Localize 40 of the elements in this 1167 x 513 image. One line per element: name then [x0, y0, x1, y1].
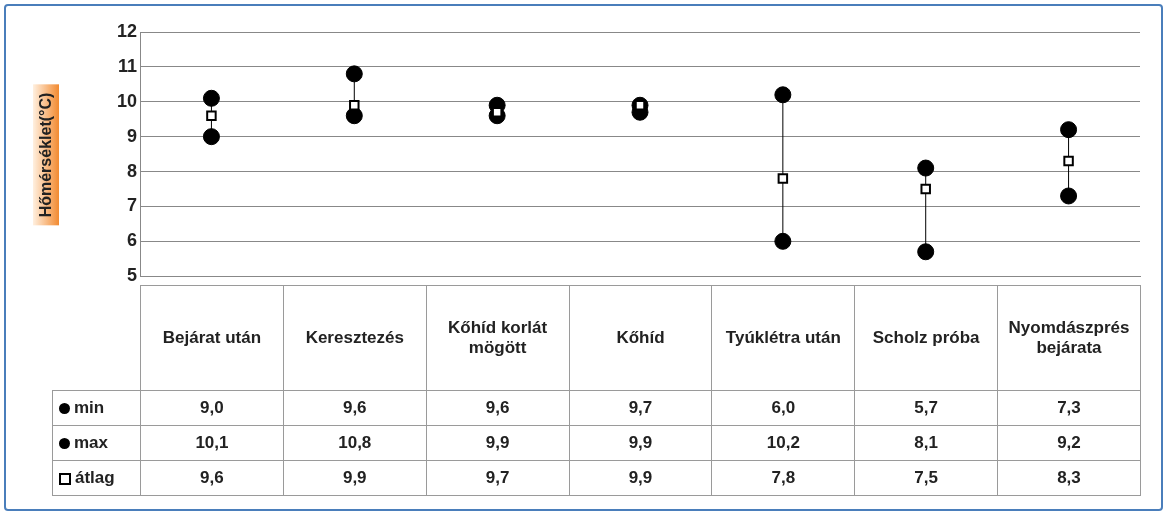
data-label: 10,1 [140, 425, 284, 461]
data-label: 9,7 [426, 460, 570, 496]
data-label: 9,9 [569, 460, 712, 496]
data-label: 9,6 [283, 390, 427, 426]
data-label: 6,0 [711, 390, 855, 426]
x-tick-label: Kőhíd korlát mögött [426, 285, 570, 391]
x-tick-label: Nyomdászprés bejárata [997, 285, 1141, 391]
data-label: 9,6 [426, 390, 570, 426]
data-label: 7,3 [997, 390, 1141, 426]
data-label: 9,9 [426, 425, 570, 461]
data-label: 7,8 [711, 460, 855, 496]
x-tick-label: Tyúklétra után [711, 285, 855, 391]
x-tick-label: Scholz próba [854, 285, 998, 391]
y-tick-label: 12 [116, 20, 137, 41]
legend-label: átlag [52, 460, 141, 496]
data-label: 9,0 [140, 390, 284, 426]
data-label: 8,3 [997, 460, 1141, 496]
data-label: 9,9 [569, 425, 712, 461]
x-tick-label: Keresztezés [283, 285, 427, 391]
y-tick-label: 6 [126, 230, 137, 251]
y-tick-label: 7 [126, 195, 137, 216]
data-label: 9,7 [569, 390, 712, 426]
data-label: 8,1 [854, 425, 998, 461]
y-tick-label: 9 [126, 125, 137, 146]
y-tick-label: 10 [116, 90, 137, 111]
data-label: 9,9 [283, 460, 427, 496]
y-tick-label: 11 [117, 55, 137, 76]
y-axis-title: Hőmérséklet(°C) [33, 84, 59, 226]
data-label: 9,2 [997, 425, 1141, 461]
x-tick-label: Bejárat után [140, 285, 284, 391]
y-tick-label: 8 [126, 160, 137, 181]
data-label: 9,6 [140, 460, 284, 496]
x-tick-label: Kőhíd [569, 285, 712, 391]
legend-label: min [52, 390, 141, 426]
y-tick-label: 5 [126, 265, 137, 286]
data-label: 10,8 [283, 425, 427, 461]
data-label: 10,2 [711, 425, 855, 461]
data-label: 5,7 [854, 390, 998, 426]
data-label: 7,5 [854, 460, 998, 496]
legend-label: max [52, 425, 141, 461]
